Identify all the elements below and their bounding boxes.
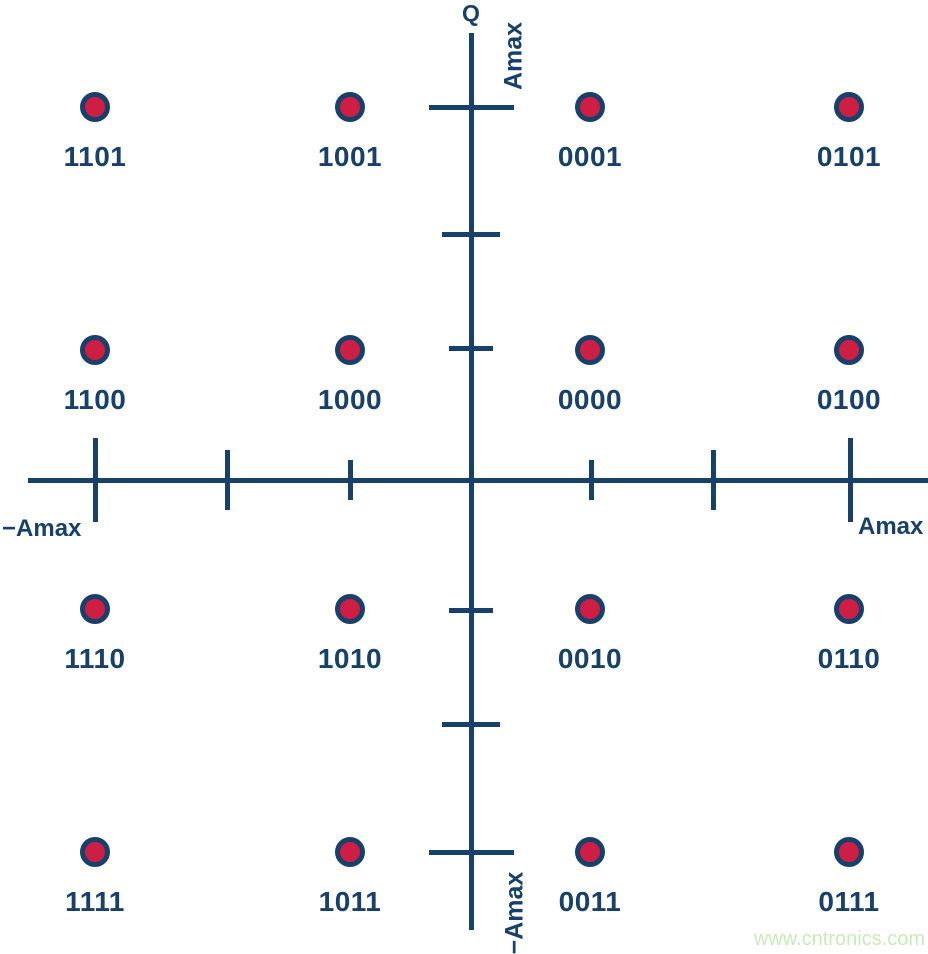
symbol-code-label: 1111	[65, 886, 125, 917]
constellation-point	[575, 594, 605, 624]
symbol-code-label: 1110	[64, 643, 126, 674]
constellation-point	[575, 335, 605, 365]
constellation-point	[80, 594, 110, 624]
q-axis-tick-small	[449, 345, 493, 351]
constellation-point	[335, 335, 365, 365]
symbol-code-label: 1001	[317, 141, 383, 172]
neg-amax-label-bottom: −Amax	[500, 871, 529, 954]
q-axis-tick-medium	[442, 231, 500, 237]
amax-label-top: Amax	[499, 21, 528, 91]
symbol-code-label: 0000	[557, 384, 623, 415]
constellation-point	[80, 92, 110, 122]
neg-amax-label-left: −Amax	[2, 515, 82, 542]
symbol-code-label: 1011	[318, 886, 382, 917]
q-axis-label: Q	[462, 0, 480, 26]
symbol-code-label: 0001	[557, 141, 623, 172]
q-axis-tick-small	[449, 607, 493, 613]
q-axis-tick-medium	[442, 721, 500, 727]
constellation-point	[80, 837, 110, 867]
constellation-point	[335, 594, 365, 624]
q-axis	[468, 33, 474, 930]
symbol-code-label: 0101	[816, 141, 882, 172]
constellation-point	[335, 837, 365, 867]
constellation-point	[335, 92, 365, 122]
i-axis-tick-large	[92, 438, 98, 522]
symbol-code-label: 0010	[557, 643, 623, 674]
i-axis-tick-small	[588, 460, 594, 500]
constellation-point	[834, 837, 864, 867]
constellation-point	[575, 92, 605, 122]
symbol-code-label: 1101	[63, 141, 127, 172]
symbol-code-label: 1100	[63, 384, 127, 415]
symbol-code-label: 0011	[558, 886, 622, 917]
i-axis-tick-medium	[224, 450, 230, 510]
i-axis-tick-small	[347, 460, 353, 500]
symbol-code-label: 1000	[317, 384, 383, 415]
symbol-code-label: 0111	[818, 886, 880, 917]
i-axis-tick-medium	[710, 450, 716, 510]
q-axis-tick-large	[428, 104, 514, 110]
constellation-point	[834, 92, 864, 122]
constellation-point	[80, 335, 110, 365]
symbol-code-label: 1010	[317, 643, 383, 674]
q-axis-tick-large	[428, 849, 514, 855]
watermark: www.cntronics.com	[753, 928, 925, 950]
i-axis-tick-large	[847, 438, 853, 522]
constellation-point	[575, 837, 605, 867]
i-axis	[28, 477, 928, 483]
constellation-point	[834, 594, 864, 624]
constellation-point	[834, 335, 864, 365]
symbol-code-label: 0110	[817, 643, 881, 674]
amax-label-right: Amax	[858, 513, 924, 540]
symbol-code-label: 0100	[816, 384, 882, 415]
